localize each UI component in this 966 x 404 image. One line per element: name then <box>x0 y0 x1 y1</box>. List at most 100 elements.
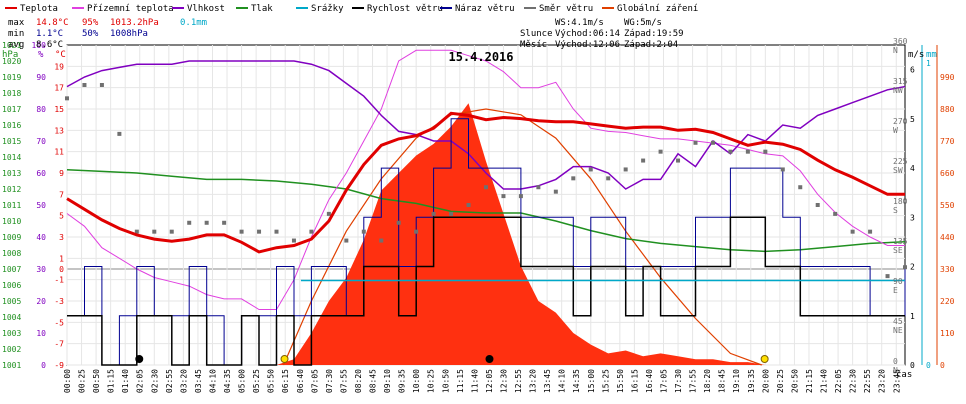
wind-direction-point <box>710 140 715 145</box>
tick-label-hpa: 1003 <box>2 329 21 338</box>
tick-label-time: 02:55 <box>165 369 174 393</box>
tick-label-mm: 0 <box>926 361 931 370</box>
tick-label-time: 01:15 <box>107 369 116 393</box>
wind-direction-point <box>501 194 506 199</box>
tick-label-time: 20:50 <box>790 369 799 393</box>
tick-label-time: 08:45 <box>369 369 378 393</box>
tick-label-time: 15:50 <box>616 369 625 393</box>
tick-label-pct: 20 <box>36 297 46 306</box>
tick-label-time: 22:30 <box>849 369 858 393</box>
wind-direction-point <box>222 220 227 225</box>
tick-label-radiation: 220 <box>940 297 955 306</box>
moonset-marker <box>135 355 144 363</box>
radiation-clear-sky-line <box>282 108 763 366</box>
tick-label-radiation: 660 <box>940 169 955 178</box>
stat-min-press: 1008hPa <box>110 29 148 39</box>
tick-label-direction: 45 <box>893 317 903 326</box>
wind-direction-point <box>449 211 454 216</box>
tick-label-temp: 11 <box>54 148 64 157</box>
wind-direction-point <box>833 211 838 216</box>
wind-direction-point <box>65 96 69 101</box>
tick-label-time: 09:35 <box>398 369 407 393</box>
tick-label-hpa: 1016 <box>2 121 21 130</box>
tick-label-hpa: 1012 <box>2 185 21 194</box>
tick-label-hpa: 1013 <box>2 169 21 178</box>
tick-label-direction-name: NW <box>893 86 903 95</box>
tick-label-temp: 7 <box>59 190 64 199</box>
tick-label-temp: 3 <box>59 233 64 242</box>
tick-label-pct: 90 <box>36 73 46 82</box>
stat-min-temp: 1.1°C <box>36 29 63 39</box>
wind-direction-point <box>99 83 104 87</box>
tick-label-time: 12:30 <box>499 369 508 393</box>
tick-label-hpa: 1015 <box>2 137 21 146</box>
tick-label-hpa: 1004 <box>2 313 21 322</box>
tick-label-hpa: 1018 <box>2 89 21 98</box>
tick-label-time: 20:25 <box>776 369 785 393</box>
wind-direction-point <box>885 274 890 279</box>
stat-sun-rise: Východ:06:14 <box>555 29 620 39</box>
tick-label-radiation: 550 <box>940 201 955 210</box>
tick-label-radiation: 770 <box>940 137 955 146</box>
radiation-area <box>67 103 905 365</box>
tick-label-time: 03:20 <box>179 369 188 393</box>
tick-label-direction-name: N <box>893 46 898 55</box>
stat-ws: WS:4.1m/s <box>555 18 604 28</box>
tick-label-ms: 6 <box>910 66 915 75</box>
tick-label-time: 23:45 <box>892 369 901 393</box>
moonrise-marker <box>485 355 494 363</box>
tick-label-time: 12:55 <box>514 369 523 393</box>
wind-direction-point <box>257 229 262 234</box>
tick-label-hpa: 1019 <box>2 73 21 82</box>
tick-label-radiation: 880 <box>940 105 955 114</box>
wind-direction-point <box>169 229 174 234</box>
tick-label-hpa: 1011 <box>2 201 21 210</box>
legend-label: Vlhkost <box>187 4 225 14</box>
tick-label-time: 17:30 <box>674 369 683 393</box>
tick-label-hpa: 1017 <box>2 105 21 114</box>
wind-direction-point <box>274 229 279 234</box>
wind-direction-point <box>728 149 733 154</box>
sunrise-marker <box>280 355 289 363</box>
tick-label-mm: 1 <box>926 59 931 68</box>
legend-label: Přízemní teplota <box>87 4 174 14</box>
tick-label-ms: 5 <box>910 115 915 124</box>
tick-label-hpa: 1009 <box>2 233 21 242</box>
tick-label-temp: 19 <box>54 62 64 71</box>
tick-label-time: 04:10 <box>208 369 217 393</box>
tick-label-ms: 4 <box>910 164 915 173</box>
wind-direction-point <box>117 131 122 136</box>
tick-label-time: 00:25 <box>78 369 87 393</box>
tick-label-time: 12:05 <box>485 369 494 393</box>
wind-direction-point <box>850 229 855 234</box>
wind-direction-point <box>431 211 436 216</box>
tick-label-pct: 50 <box>36 201 46 210</box>
tick-label-pct: 30 <box>36 265 46 274</box>
legend-label: Náraz větru <box>455 4 515 14</box>
tick-label-direction: 0 <box>893 357 898 366</box>
tick-label-temp: -1 <box>54 276 64 285</box>
tick-label-hpa: 1014 <box>2 153 21 162</box>
tick-label-time: 07:05 <box>310 369 319 393</box>
sunset-marker <box>760 355 769 363</box>
wind-direction-point <box>414 229 419 234</box>
tick-label-ms: 2 <box>910 263 915 272</box>
tick-label-time: 05:25 <box>252 369 261 393</box>
tick-label-time: 16:40 <box>645 369 654 393</box>
wind-direction-point <box>291 238 296 243</box>
tick-label-time: 22:55 <box>863 369 872 393</box>
tick-label-radiation: 330 <box>940 265 955 274</box>
tick-label-time: 17:55 <box>689 369 698 393</box>
tick-label-time: 08:20 <box>354 369 363 393</box>
tick-label-time: 18:45 <box>718 369 727 393</box>
tick-label-ms: 0 <box>910 361 915 370</box>
tick-label-time: 11:15 <box>456 369 465 393</box>
tick-label-hpa: 1021 <box>2 41 21 50</box>
chart-title: 15.4.2016 <box>448 50 513 64</box>
wind-direction-point <box>641 158 646 163</box>
wind-speed-line <box>67 216 905 366</box>
tick-label-direction: 270 <box>893 117 908 126</box>
tick-label-temp: 9 <box>59 169 64 178</box>
axis-title-time: čas <box>896 369 912 380</box>
wind-direction-point <box>344 238 349 243</box>
